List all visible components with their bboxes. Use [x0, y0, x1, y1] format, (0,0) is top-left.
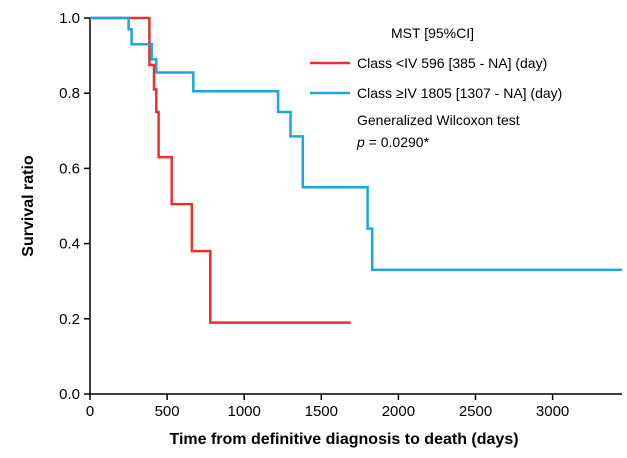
legend-header: MST [95%CI] — [391, 25, 474, 41]
x-tick-label: 2500 — [459, 403, 492, 420]
p-value-annotation: p = 0.0290* — [356, 134, 430, 150]
x-tick-label: 0 — [86, 403, 94, 420]
test-name-annotation: Generalized Wilcoxon test — [357, 112, 520, 128]
y-tick-label: 0.8 — [59, 85, 80, 102]
x-tick-label: 1000 — [228, 403, 261, 420]
y-tick-label: 1.0 — [59, 10, 80, 27]
y-tick-label: 0.4 — [59, 236, 80, 253]
x-tick-label: 500 — [155, 403, 180, 420]
series-line-class-ge-iv — [90, 16, 622, 272]
series-line-class-lt-iv — [90, 16, 351, 324]
y-tick-label: 0.0 — [59, 386, 80, 403]
x-tick-label: 2000 — [382, 403, 415, 420]
legend-label-class-lt-iv: Class <IV 596 [385 - NA] (day) — [357, 55, 547, 71]
x-ticks: 0 500 1000 1500 2000 2500 3000 — [86, 394, 569, 420]
y-tick-label: 0.2 — [59, 311, 80, 328]
x-axis-title: Time from definitive diagnosis to death … — [169, 431, 518, 448]
legend: MST [95%CI] Class <IV 596 [385 - NA] (da… — [310, 25, 562, 150]
y-tick-label: 0.6 — [59, 160, 80, 177]
y-axis-title: Survival ratio — [20, 155, 37, 257]
x-tick-label: 1500 — [305, 403, 338, 420]
x-tick-label: 3000 — [536, 403, 569, 420]
legend-label-class-ge-iv: Class ≥IV 1805 [1307 - NA] (day) — [357, 85, 562, 101]
p-value-text: = 0.0290* — [365, 134, 430, 150]
y-ticks: 0.0 0.2 0.4 0.6 0.8 1.0 — [59, 10, 90, 403]
series-layer — [90, 16, 622, 324]
p-symbol: p — [356, 134, 365, 150]
axes — [89, 18, 622, 395]
